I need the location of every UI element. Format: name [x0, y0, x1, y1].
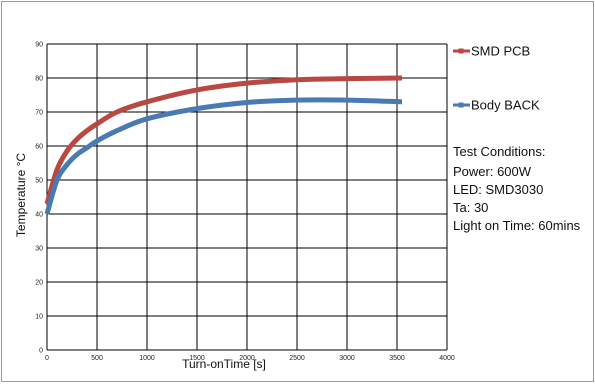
y-tick-label: 10	[35, 314, 43, 321]
test-condition-line: Ta: 30	[453, 200, 488, 215]
y-tick-label: 90	[35, 42, 43, 49]
legend-label-body-back: Body BACK	[471, 98, 540, 113]
y-tick-label: 30	[35, 246, 43, 253]
y-tick-label: 40	[35, 212, 43, 219]
legend-marker-smd-pcb	[458, 48, 464, 54]
test-conditions: Test Conditions: Power: 600W LED: SMD3030 T…	[453, 144, 581, 233]
x-tick-labels: 0 500 1000 1500 2000 2500 3000 3500 4000	[45, 355, 455, 362]
test-condition-line: Power: 600W	[453, 164, 532, 179]
legend-marker-body-back	[458, 102, 464, 108]
y-tick-labels: 0 10 20 30 40 50 60 70 80 90	[35, 42, 43, 355]
y-tick-label: 60	[35, 144, 43, 151]
temperature-chart: 0 500 1000 1500 2000 2500 3000 3500 4000 0 10 20 30…	[14, 42, 581, 372]
x-tick-label: 1500	[189, 355, 205, 362]
x-tick-label: 3500	[389, 355, 405, 362]
series-line-smd-pcb	[44, 75, 403, 205]
x-tick-label: 0	[45, 355, 49, 362]
y-tick-label: 0	[39, 348, 43, 355]
y-tick-label: 20	[35, 280, 43, 287]
x-axis-title: Turn-onTime [s]	[182, 357, 266, 371]
series-line-body-back	[44, 97, 403, 215]
legend: SMD PCB Body BACK	[453, 44, 540, 113]
x-tick-label: 2500	[289, 355, 305, 362]
test-condition-line: Light on Time: 60mins	[453, 218, 581, 233]
x-tick-label: 1000	[139, 355, 155, 362]
y-axis-title: Temperature °C	[14, 153, 28, 237]
y-tick-label: 80	[35, 76, 43, 83]
y-tick-label: 70	[35, 110, 43, 117]
test-condition-line: LED: SMD3030	[453, 182, 543, 197]
x-tick-label: 4000	[439, 355, 455, 362]
x-tick-label: 2000	[239, 355, 255, 362]
y-tick-label: 50	[35, 178, 43, 185]
x-tick-label: 3000	[339, 355, 355, 362]
x-tick-label: 500	[91, 355, 103, 362]
legend-label-smd-pcb: SMD PCB	[471, 44, 530, 59]
test-condition-line: Test Conditions:	[453, 144, 546, 159]
series-lines	[44, 75, 403, 215]
grid	[46, 43, 448, 351]
